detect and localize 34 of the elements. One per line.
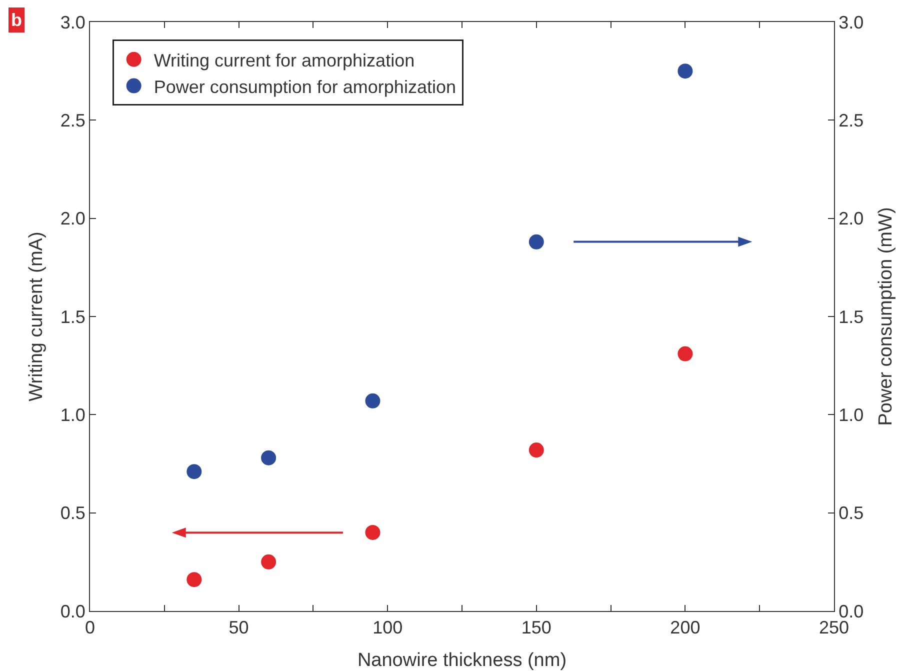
y2-tick-label: 3.0 <box>838 12 864 32</box>
point <box>678 346 693 362</box>
y-tick-label: 1.0 <box>60 404 86 425</box>
point <box>528 234 544 250</box>
x-axis-title: Nanowire thickness (nm) <box>357 650 567 671</box>
y-tick-label: 1.5 <box>60 306 86 327</box>
text: b <box>11 10 22 30</box>
y2-axis-title: Power consumption (mW) <box>876 207 896 426</box>
y-tick-label: 0.0 <box>60 601 86 622</box>
point <box>365 393 380 408</box>
y-axis-title: Writing current (mA) <box>26 232 47 402</box>
x-tick-label: 100 <box>372 618 403 638</box>
legend-label: Power consumption for amorphization <box>154 76 456 97</box>
y-tick-label: 2.0 <box>60 208 86 229</box>
y2-tick-label: 1.5 <box>838 306 864 327</box>
point <box>678 64 693 79</box>
y2-tick-label: 2.0 <box>838 208 864 229</box>
y-tick-label: 3.0 <box>60 12 86 32</box>
y-tick-label: 0.5 <box>60 503 86 524</box>
x-tick-label: 150 <box>521 618 552 638</box>
point <box>186 464 202 480</box>
point <box>261 554 276 570</box>
y2-tick-label: 1.0 <box>838 404 864 425</box>
point <box>261 450 276 466</box>
legend-label: Writing current for amorphization <box>154 50 415 70</box>
x-tick-label: 0 <box>84 618 96 638</box>
x-tick-label: 50 <box>228 618 249 638</box>
point <box>528 442 544 458</box>
point <box>365 524 380 540</box>
y2-tick-label: 2.5 <box>838 110 864 130</box>
x-tick-label: 200 <box>670 618 700 638</box>
point <box>186 572 202 588</box>
y-tick-label: 2.5 <box>60 110 86 130</box>
y2-tick-label: 0.5 <box>838 503 864 524</box>
